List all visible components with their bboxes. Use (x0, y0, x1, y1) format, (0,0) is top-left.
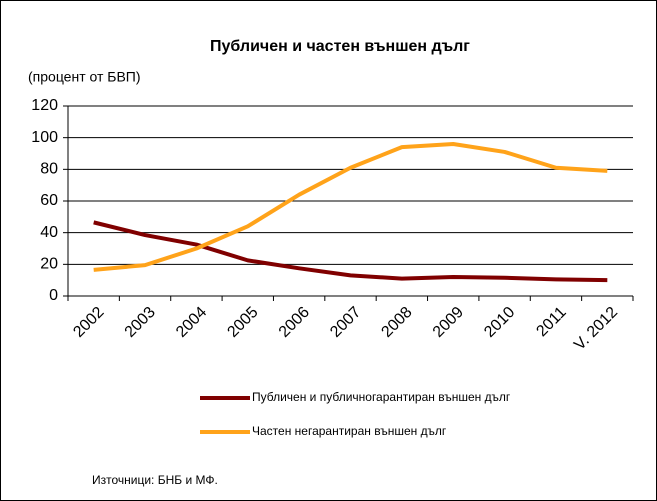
y-tick-label: 20 (40, 256, 58, 273)
series-line (93, 142, 608, 272)
y-tick-label: 0 (49, 287, 58, 304)
y-tick-label: 40 (40, 224, 58, 241)
chart-title: Публичен и частен външен дълг (210, 38, 470, 55)
source-note: Източници: БНБ и МФ. (92, 473, 218, 487)
y-tick-label: 100 (31, 129, 58, 146)
y-tick-label: 120 (31, 97, 58, 114)
legend-label: Частен негарантиран външен дълг (252, 424, 447, 438)
chart-subtitle: (процент от БВП) (28, 69, 141, 85)
legend-label: Публичен и публичногарантиран външен дъл… (252, 390, 511, 404)
series-line (93, 220, 608, 283)
y-tick-label: 60 (40, 192, 58, 209)
y-tick-label: 80 (40, 161, 58, 178)
